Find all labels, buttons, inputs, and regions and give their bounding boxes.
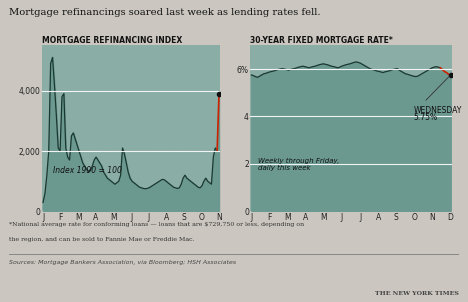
Text: Index 1990 = 100: Index 1990 = 100 <box>53 166 122 175</box>
Text: WEDNESDAY: WEDNESDAY <box>414 106 462 115</box>
Text: the region, and can be sold to Fannie Mae or Freddie Mac.: the region, and can be sold to Fannie Ma… <box>9 237 195 242</box>
Text: *National average rate for conforming loans — loans that are $729,750 or less, d: *National average rate for conforming lo… <box>9 222 305 227</box>
Text: 30-YEAR FIXED MORTGAGE RATE*: 30-YEAR FIXED MORTGAGE RATE* <box>250 36 393 44</box>
Text: Sources: Mortgage Bankers Association, via Bloomberg; HSH Associates: Sources: Mortgage Bankers Association, v… <box>9 260 236 265</box>
Text: Mortgage refinancings soared last week as lending rates fell.: Mortgage refinancings soared last week a… <box>9 8 321 17</box>
Text: Weekly through Friday,
daily this week: Weekly through Friday, daily this week <box>258 158 340 172</box>
Text: THE NEW YORK TIMES: THE NEW YORK TIMES <box>375 291 459 296</box>
Text: 5.75%: 5.75% <box>414 113 438 122</box>
Text: MORTGAGE REFINANCING INDEX: MORTGAGE REFINANCING INDEX <box>42 36 183 44</box>
